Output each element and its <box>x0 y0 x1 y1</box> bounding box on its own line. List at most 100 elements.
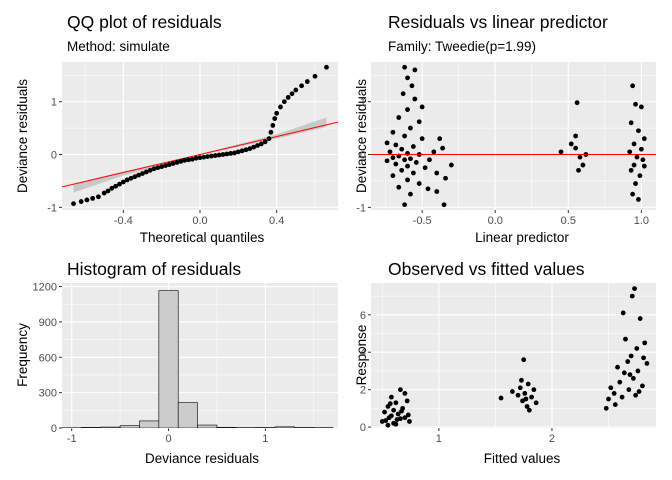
observed-fitted-point <box>524 404 530 409</box>
histogram-y-tick-label: 1200 <box>33 282 57 294</box>
observed-fitted-point <box>383 418 389 423</box>
observed-vs-fitted-x-tick-label: 2 <box>549 433 555 445</box>
qq-point <box>151 166 157 172</box>
qq-point <box>232 150 237 156</box>
qq-y-tick-label: 0 <box>51 150 57 162</box>
qq-point <box>189 156 195 162</box>
residual-point <box>384 158 390 164</box>
histogram-x-label: Deviance residuals <box>145 451 259 466</box>
residual-point <box>408 191 413 197</box>
observed-vs-fitted-panel-background <box>371 283 656 428</box>
residuals-vs-lp-x-tick-label: 1.0 <box>634 215 649 227</box>
qq-point <box>281 99 287 105</box>
observed-fitted-point <box>391 407 397 413</box>
residual-point <box>425 186 431 192</box>
qq-point <box>293 87 299 93</box>
residuals-vs-lp-panel-background <box>371 62 656 210</box>
observed-fitted-point <box>619 394 625 400</box>
observed-fitted-point <box>611 390 617 396</box>
residual-point <box>412 96 418 102</box>
qq-point <box>193 155 199 161</box>
observed-fitted-point <box>606 396 611 402</box>
qq-point <box>166 162 172 167</box>
observed-fitted-point <box>626 387 632 393</box>
residual-point <box>573 145 579 151</box>
qq-point <box>205 154 211 160</box>
residual-point <box>405 75 410 81</box>
observed-fitted-point <box>385 422 391 428</box>
qq-point <box>224 151 230 157</box>
residual-point <box>402 157 408 163</box>
residual-point <box>422 165 428 171</box>
qq-point <box>136 172 142 178</box>
observed-fitted-point <box>628 353 634 359</box>
residuals-vs-lp-title: Residuals vs linear predictor <box>388 12 608 32</box>
residual-point <box>636 128 641 134</box>
qq-point <box>101 190 107 196</box>
qq-point <box>270 123 276 128</box>
residuals-vs-lp-y-label: Deviance residuals <box>354 79 369 193</box>
residual-point <box>408 125 413 131</box>
residual-point <box>410 170 416 176</box>
observed-vs-fitted-x-label: Fitted values <box>484 451 561 466</box>
histogram-y-tick-label: 600 <box>39 352 57 364</box>
residual-point <box>400 91 406 97</box>
residual-point <box>405 177 410 183</box>
qq-point <box>274 110 280 116</box>
observed-fitted-point <box>388 413 394 419</box>
histogram-y-tick-label: 900 <box>39 317 57 329</box>
observed-fitted-point <box>634 346 640 351</box>
residual-point <box>412 67 418 73</box>
residual-point <box>408 156 413 162</box>
residual-point <box>390 173 396 179</box>
observed-fitted-point <box>407 419 412 424</box>
qq-reference-line <box>62 121 338 188</box>
residual-point <box>405 107 410 112</box>
qq-point <box>285 95 291 100</box>
histogram-y-tick-label: 0 <box>51 423 57 435</box>
observed-vs-fitted-x-tick-label: 1 <box>436 433 442 445</box>
qq-plot-subtitle: Method: simulate <box>67 39 170 54</box>
residuals-vs-lp-marks <box>371 64 656 208</box>
observed-fitted-point <box>531 387 537 393</box>
observed-fitted-point <box>625 359 631 364</box>
residual-point <box>393 142 399 148</box>
qq-point <box>105 188 111 194</box>
observed-fitted-point <box>617 379 623 385</box>
residual-point <box>633 181 638 186</box>
residual-point <box>634 154 640 160</box>
histogram-bar <box>197 424 218 428</box>
observed-fitted-point <box>637 316 643 321</box>
residual-point <box>640 157 646 163</box>
qq-point <box>258 141 264 147</box>
qq-point <box>312 73 318 79</box>
residual-point <box>638 146 644 152</box>
residual-point <box>413 160 419 165</box>
qq-point <box>113 183 119 189</box>
residuals-vs-lp-y-tick-label: -1 <box>356 202 366 214</box>
observed-fitted-point <box>393 400 399 406</box>
observed-fitted-point <box>603 405 609 411</box>
qq-point <box>186 157 191 163</box>
histogram-x-tick-label: -1 <box>67 433 77 445</box>
observed-vs-fitted-y-tick-label: 4 <box>360 347 366 359</box>
qq-point <box>247 146 253 152</box>
residual-point <box>558 149 564 155</box>
residuals-vs-lp-y-tick-label: 1 <box>360 97 366 109</box>
residuals-vs-lp-area: -0.5 0.0 0.5 1.0 -1 0 1 <box>356 62 656 227</box>
qq-point <box>120 179 126 185</box>
observed-vs-fitted-y-tick-label: 2 <box>360 385 366 397</box>
qq-point <box>147 167 153 173</box>
qq-point <box>220 152 226 157</box>
qq-x-tick-label: 0.4 <box>269 215 284 227</box>
observed-fitted-point <box>620 310 626 316</box>
histogram-panel-background <box>62 283 338 428</box>
histogram-bar <box>274 426 295 428</box>
residual-point <box>633 101 638 107</box>
observed-vs-fitted-title: Observed vs fitted values <box>388 259 585 279</box>
qq-point <box>170 161 176 166</box>
observed-fitted-point <box>398 387 403 393</box>
residuals-vs-lp-x-tick-label: 0.0 <box>488 215 503 227</box>
observed-fitted-point <box>533 400 539 406</box>
